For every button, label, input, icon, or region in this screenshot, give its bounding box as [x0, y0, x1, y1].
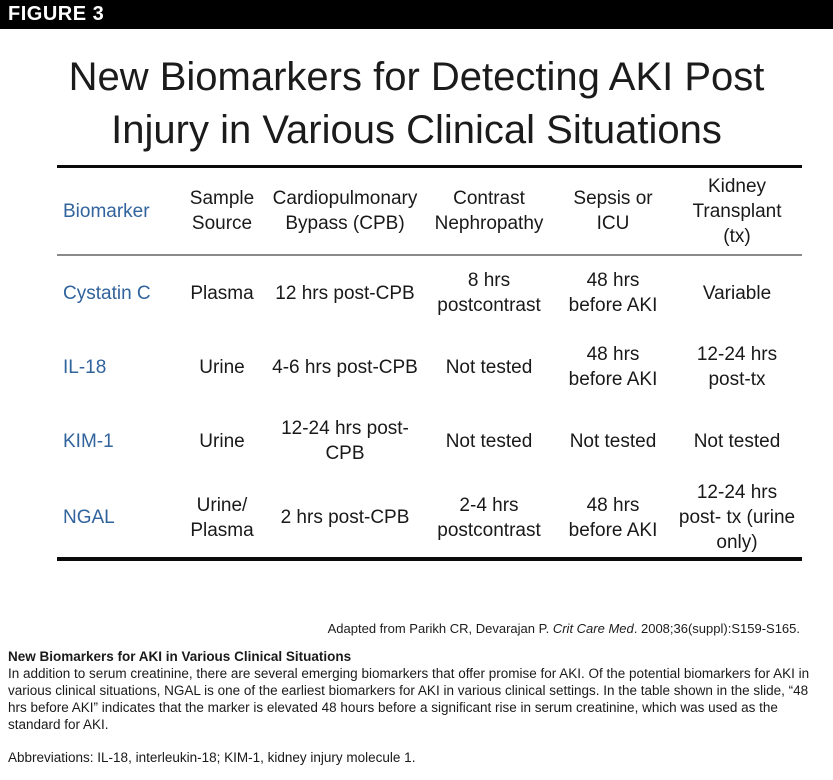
cell-sample-source: Urine/ Plasma: [190, 494, 254, 541]
cell-sample-source: Urine: [199, 356, 245, 378]
caption-block: New Biomarkers for AKI in Various Clinic…: [0, 648, 833, 766]
cell-sepsis-icu: 48 hrs before AKI: [568, 494, 658, 541]
cell-kidney-transplant: Variable: [702, 282, 772, 304]
cell-kidney-transplant: 12-24 hrs post- tx (urine only): [678, 482, 796, 553]
cell-kidney-transplant: 12-24 hrs post-tx: [696, 344, 778, 390]
cell-sepsis-icu: 48 hrs before AKI: [568, 344, 658, 390]
column-header-contrast-nephropathy: Contrast Nephropathy: [424, 166, 554, 256]
cell-sample-source: Plasma: [190, 282, 254, 304]
column-header-cpb: Cardiopulmonary Bypass (CPB): [266, 166, 424, 256]
caption-body: In addition to serum creatinine, there a…: [8, 666, 810, 732]
cell-cpb: 2 hrs post-CPB: [280, 507, 410, 528]
cell-contrast-nephropathy: Not tested: [445, 356, 533, 378]
attribution: Adapted from Parikh CR, Devarajan P. Cri…: [0, 621, 833, 636]
table-row: IL-18 Urine 4-6 hrs post-CPB Not tested …: [57, 330, 802, 404]
cell-contrast-nephropathy: 8 hrs postcontrast: [437, 270, 541, 316]
attribution-journal: Crit Care Med: [552, 621, 634, 636]
cell-cpb: 12 hrs post-CPB: [275, 282, 415, 304]
cell-biomarker-name: NGAL: [63, 507, 115, 528]
biomarker-table: Biomarker Sample Source Cardiopulmonary …: [57, 165, 802, 561]
cell-sample-source: Urine: [199, 430, 245, 452]
cell-cpb: 4-6 hrs post-CPB: [272, 356, 418, 378]
caption-abbreviations: Abbreviations: IL-18, interleukin-18; KI…: [8, 750, 416, 765]
attribution-post: . 2008;36(suppl):S159-S165.: [633, 621, 800, 636]
table-row: NGAL Urine/ Plasma 2 hrs post-CPB 2-4 hr…: [57, 478, 802, 559]
cell-biomarker-name: Cystatin C: [63, 282, 151, 304]
column-header-sepsis-icu: Sepsis or ICU: [554, 166, 672, 256]
cell-biomarker-name: KIM-1: [63, 430, 114, 452]
column-header-kidney-transplant: Kidney Transplant (tx): [672, 166, 802, 256]
figure-bar-label: FIGURE 3: [8, 3, 105, 25]
cell-contrast-nephropathy: Not tested: [445, 430, 533, 452]
cell-sepsis-icu: Not tested: [569, 430, 657, 452]
caption-heading: New Biomarkers for AKI in Various Clinic…: [8, 649, 352, 664]
figure-bar: FIGURE 3: [0, 0, 833, 29]
attribution-pre: Adapted from Parikh CR, Devarajan P.: [327, 621, 553, 636]
slide-title-line-2: Injury in Various Clinical Situations: [111, 108, 722, 152]
table-row: KIM-1 Urine 12-24 hrs post-CPB Not teste…: [57, 404, 802, 478]
cell-sepsis-icu: 48 hrs before AKI: [568, 270, 658, 316]
slide-title-line-1: New Biomarkers for Detecting AKI Post: [68, 55, 765, 99]
slide-title: New Biomarkers for Detecting AKI Post In…: [0, 51, 833, 157]
column-header-sample-source: Sample Source: [178, 166, 266, 256]
cell-contrast-nephropathy: 2-4 hrs postcontrast: [437, 494, 541, 541]
column-header-biomarker: Biomarker: [57, 166, 178, 256]
table-header-row: Biomarker Sample Source Cardiopulmonary …: [57, 166, 802, 256]
cell-kidney-transplant: Not tested: [693, 430, 781, 452]
cell-cpb: 12-24 hrs post-CPB: [281, 418, 409, 464]
cell-biomarker-name: IL-18: [63, 356, 107, 378]
table-row: Cystatin C Plasma 12 hrs post-CPB 8 hrs …: [57, 255, 802, 330]
